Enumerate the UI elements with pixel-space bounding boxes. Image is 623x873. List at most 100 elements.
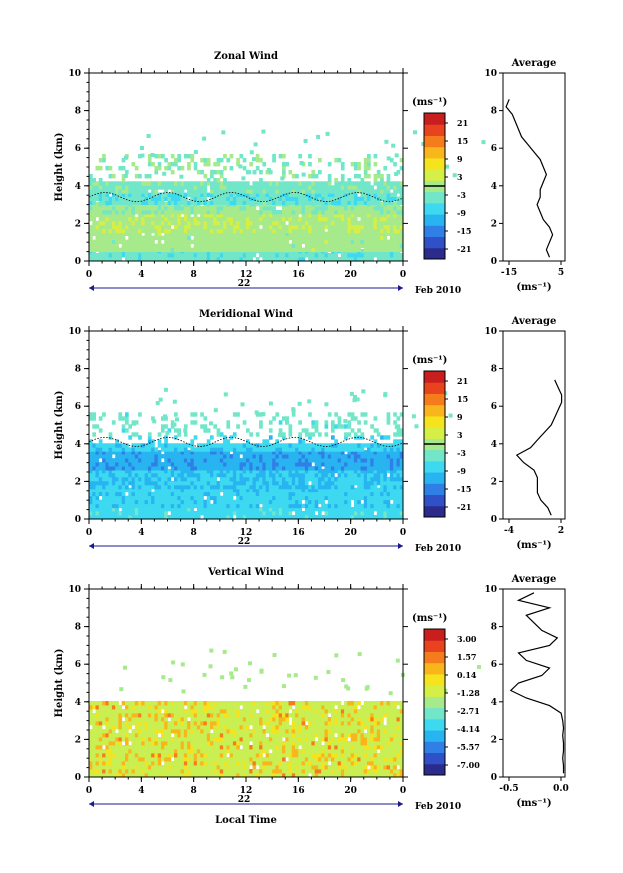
heatmap-cell (350, 472, 355, 478)
heatmap-cell (92, 212, 96, 218)
heatmap-cell (190, 480, 195, 486)
heatmap-cell (111, 495, 116, 501)
heatmap-cell (216, 178, 221, 183)
heatmap-cell (239, 196, 244, 201)
heatmap-cell (255, 185, 260, 190)
heatmap-cell (285, 210, 289, 215)
heatmap-cell (121, 515, 126, 520)
heatmap-cell (383, 480, 388, 486)
heatmap-cell (255, 196, 260, 201)
heatmap-cell (370, 200, 374, 205)
heatmap-cell (193, 210, 198, 215)
heatmap-cell (219, 450, 224, 455)
heatmap-cell (272, 480, 276, 486)
heatmap-cell (246, 499, 250, 505)
heatmap-cell (272, 239, 276, 244)
heatmap-cell (282, 435, 286, 440)
heatmap-cell (226, 511, 231, 516)
heatmap-cell (282, 447, 286, 452)
heatmap-cell (360, 224, 365, 230)
heatmap-cell (304, 769, 309, 774)
heatmap-cell (304, 773, 309, 778)
heatmap-cell (370, 443, 374, 448)
avg-y-tick-label: 4 (491, 182, 497, 192)
heatmap-cell (157, 185, 162, 190)
heatmap-cell (236, 450, 240, 455)
heatmap-cell (200, 224, 204, 230)
heatmap-cell (216, 472, 221, 478)
heatmap-cell (393, 515, 397, 520)
heatmap-cell (337, 200, 342, 205)
heatmap-cell (232, 503, 237, 509)
heatmap-cell (301, 468, 306, 474)
heatmap-cell (187, 154, 191, 159)
heatmap-cell (105, 200, 110, 205)
heatmap-cell (249, 480, 253, 486)
heatmap-cell (304, 231, 309, 236)
heatmap-cell (334, 228, 338, 234)
heatmap-cell (255, 412, 260, 417)
heatmap-cell (157, 495, 162, 501)
heatmap-cell (196, 216, 201, 222)
heatmap-cell (239, 480, 244, 486)
heatmap-cell (216, 503, 221, 509)
heatmap-cell (265, 216, 270, 222)
heatmap-cell (183, 499, 188, 505)
y-tick-label: 6 (75, 144, 81, 154)
heatmap-cell (262, 773, 267, 778)
heatmap-cell (105, 503, 110, 509)
heatmap-cell (376, 491, 381, 497)
heatmap-cell (125, 466, 129, 471)
heatmap-cell (223, 200, 227, 205)
heatmap-cell (298, 511, 302, 516)
heatmap-cell (89, 480, 93, 486)
heatmap-cell (386, 458, 391, 463)
heatmap-cell (291, 185, 296, 190)
heatmap-cell (121, 428, 126, 433)
heatmap-cell (278, 200, 283, 205)
heatmap-cell (272, 447, 276, 452)
heatmap-cell (321, 253, 325, 258)
heatmap-cell (280, 176, 285, 181)
heatmap-cell (353, 769, 358, 774)
heatmap-cell (102, 466, 106, 471)
heatmap-cell (213, 458, 217, 463)
heatmap-cell (229, 253, 234, 258)
heatmap-cell (177, 235, 181, 240)
heatmap-cell (389, 480, 394, 486)
heatmap-cell (268, 468, 273, 474)
heatmap-cell (203, 476, 208, 482)
heatmap-cell (288, 228, 293, 234)
heatmap-cell (157, 765, 162, 770)
heatmap-cell (344, 472, 348, 478)
heatmap-cell (200, 476, 204, 482)
heatmap-cell (318, 432, 322, 437)
heatmap-cell (95, 515, 100, 520)
heatmap-cell (285, 487, 289, 493)
heatmap-cell (144, 487, 149, 493)
heatmap-cell (295, 515, 299, 520)
heatmap-cell (125, 447, 129, 452)
heatmap-cell (190, 220, 195, 226)
heatmap-cell (105, 216, 110, 222)
heatmap-cell (177, 769, 181, 774)
heatmap-cell (308, 247, 312, 252)
heatmap-cell (380, 491, 384, 497)
heatmap-cell (236, 216, 240, 222)
heatmap-cell (177, 239, 181, 244)
heatmap-cell (95, 181, 100, 186)
heatmap-cell (183, 216, 188, 222)
heatmap-cell (157, 476, 162, 482)
heatmap-cell (396, 487, 401, 493)
heatmap-cell (380, 189, 384, 194)
heatmap-cell (232, 484, 237, 490)
heatmap-cell (226, 480, 231, 486)
heatmap-cell (177, 487, 181, 493)
heatmap-cell (370, 192, 374, 197)
heatmap-cell (170, 253, 175, 258)
heatmap-cell (146, 134, 151, 138)
x-tick-label: 8 (191, 528, 197, 538)
heatmap-cell (125, 412, 129, 417)
heatmap-cell (327, 447, 332, 452)
heatmap-cell (360, 480, 365, 486)
